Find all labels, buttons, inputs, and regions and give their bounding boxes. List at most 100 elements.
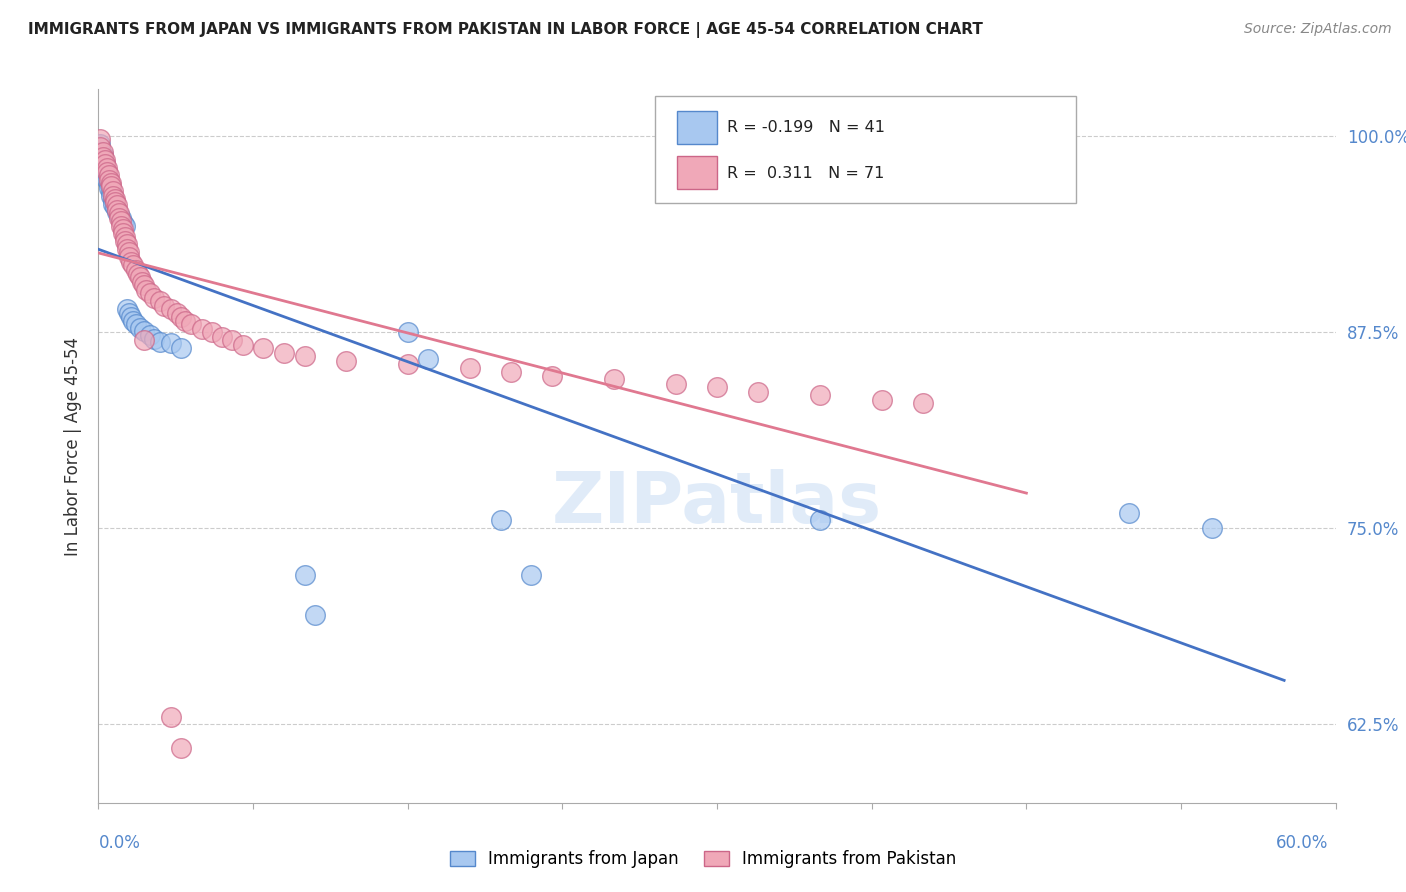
Point (128, 270, 150, 285)
FancyBboxPatch shape (678, 112, 717, 145)
Point (100, 189, 122, 203)
Point (170, 341, 193, 355)
Point (108, 211, 131, 225)
Point (105, 202, 128, 217)
Point (190, 322, 212, 336)
Point (122, 258, 145, 272)
Point (96, 161, 118, 175)
Point (96, 165, 118, 179)
Point (120, 310, 142, 324)
Point (159, 709, 181, 723)
Point (97, 181, 120, 195)
Point (294, 568, 316, 582)
Point (124, 318, 146, 332)
Point (294, 349, 316, 363)
Point (180, 318, 202, 332)
Point (97, 176, 120, 190)
Point (110, 211, 132, 225)
Point (118, 306, 141, 320)
Point (91, 145, 114, 159)
Point (120, 254, 142, 268)
Text: ZIPatlas: ZIPatlas (553, 468, 882, 538)
FancyBboxPatch shape (678, 156, 717, 189)
Point (458, 361, 481, 376)
Point (603, 372, 626, 386)
Point (104, 192, 127, 206)
Point (114, 229, 136, 244)
Point (104, 195, 127, 210)
Point (100, 176, 122, 190)
Point (128, 320, 150, 334)
Point (112, 221, 135, 235)
Point (665, 377, 688, 392)
Point (912, 396, 935, 410)
Point (870, 392, 893, 407)
Point (166, 306, 188, 320)
Point (808, 388, 831, 402)
Point (122, 314, 145, 328)
Point (101, 184, 124, 198)
Point (139, 286, 162, 301)
Text: 0.0%: 0.0% (98, 834, 141, 852)
Point (114, 219, 136, 233)
Point (108, 208, 131, 222)
Point (96, 173, 118, 187)
Point (118, 250, 141, 264)
Point (201, 326, 224, 340)
Point (100, 184, 122, 198)
Point (93, 163, 115, 178)
Point (489, 514, 512, 528)
Point (174, 314, 197, 328)
Point (101, 189, 124, 203)
Text: IMMIGRANTS FROM JAPAN VS IMMIGRANTS FROM PAKISTAN IN LABOR FORCE | AGE 45-54 COR: IMMIGRANTS FROM JAPAN VS IMMIGRANTS FROM… (28, 22, 983, 38)
Point (100, 179, 122, 194)
Point (105, 204, 128, 219)
FancyBboxPatch shape (655, 96, 1076, 203)
Point (149, 334, 172, 349)
Point (149, 293, 172, 308)
Point (114, 235, 136, 249)
Point (132, 278, 155, 293)
Point (135, 283, 157, 297)
Point (104, 200, 127, 214)
Point (143, 291, 166, 305)
Point (520, 568, 543, 582)
Point (89, 132, 111, 146)
Point (117, 301, 139, 316)
Point (93, 157, 115, 171)
Point (396, 357, 419, 371)
Legend: Immigrants from Japan, Immigrants from Pakistan: Immigrants from Japan, Immigrants from P… (443, 844, 963, 875)
Point (499, 364, 522, 378)
Point (132, 324, 155, 338)
Point (159, 301, 181, 316)
Y-axis label: In Labor Force | Age 45-54: In Labor Force | Age 45-54 (63, 336, 82, 556)
Point (211, 330, 233, 344)
Point (97, 173, 120, 187)
Point (273, 345, 295, 359)
Point (112, 227, 135, 241)
Text: Source: ZipAtlas.com: Source: ZipAtlas.com (1244, 22, 1392, 37)
Point (252, 341, 274, 355)
Point (91, 148, 114, 162)
Point (117, 237, 139, 252)
Point (131, 275, 153, 289)
Point (101, 196, 124, 211)
Text: R = -0.199   N = 41: R = -0.199 N = 41 (727, 120, 884, 135)
Point (101, 192, 124, 206)
Point (132, 333, 155, 347)
Point (108, 206, 131, 220)
Point (1201, 521, 1223, 535)
Point (335, 353, 357, 368)
Point (153, 299, 176, 313)
Point (541, 369, 564, 384)
Point (1118, 506, 1140, 520)
Point (89, 137, 111, 152)
Point (93, 153, 115, 167)
Point (232, 338, 254, 352)
Point (396, 326, 419, 340)
Point (143, 332, 166, 346)
Point (91, 153, 114, 167)
Point (89, 145, 111, 159)
Point (159, 336, 181, 351)
Point (170, 310, 193, 324)
